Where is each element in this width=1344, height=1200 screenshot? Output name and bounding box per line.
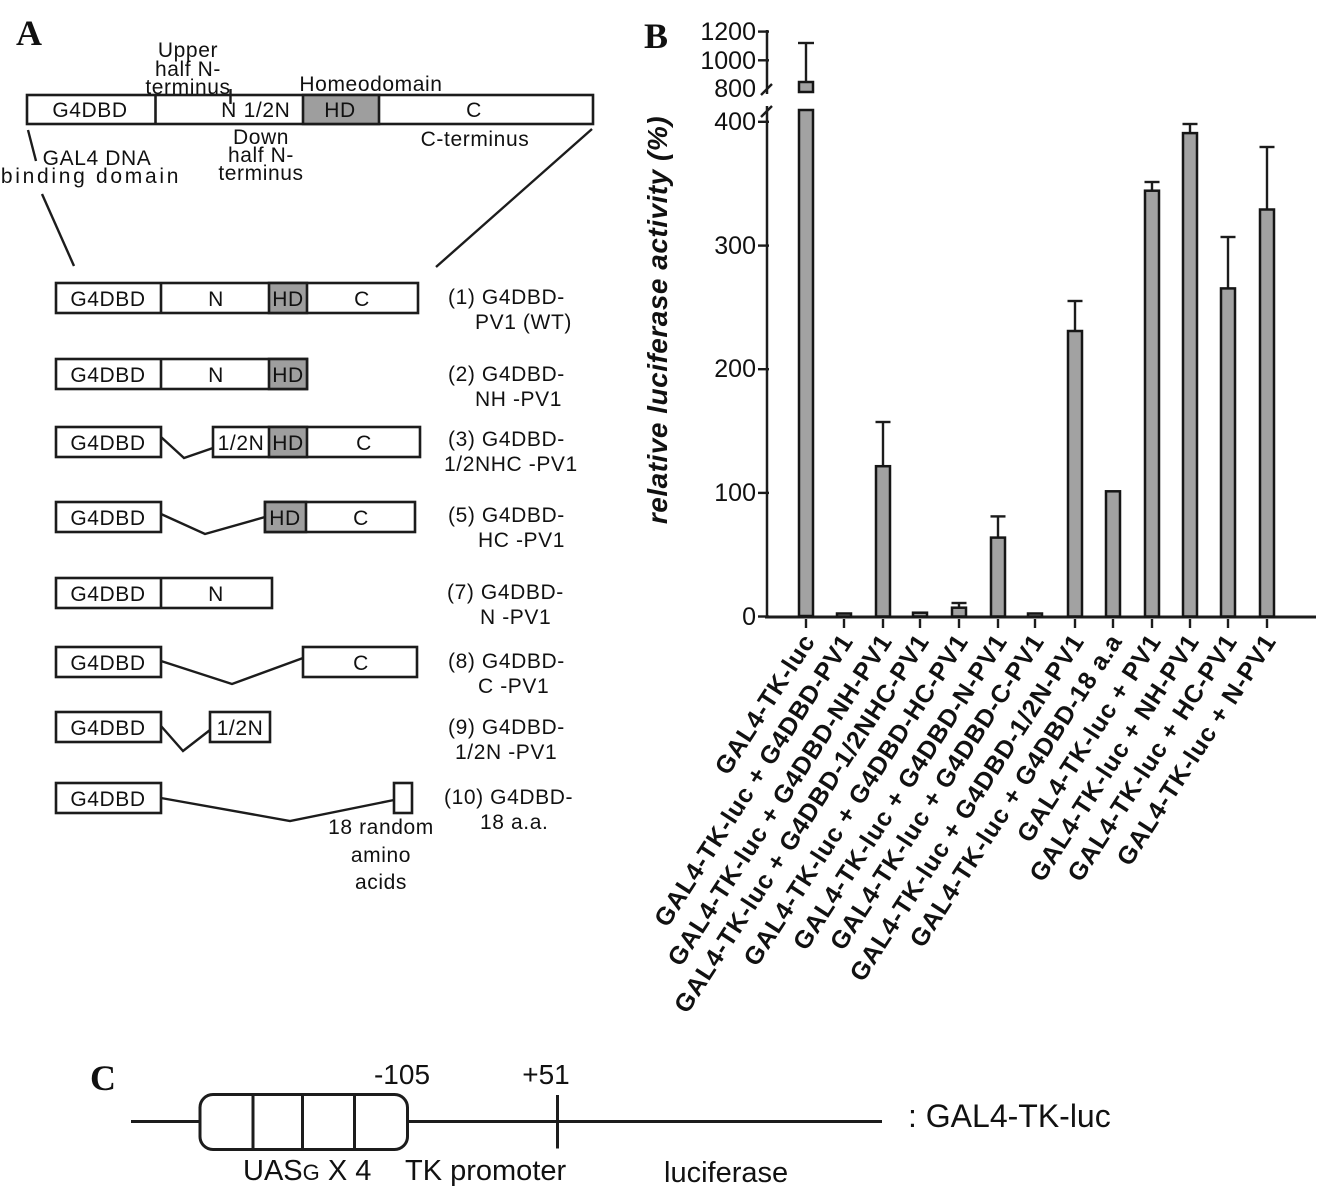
svg-text:-105: -105 <box>374 1059 430 1090</box>
svg-text:binding domain: binding domain <box>1 165 181 188</box>
svg-text:G4DBD: G4DBD <box>70 364 145 387</box>
svg-text:G4DBD: G4DBD <box>70 432 145 455</box>
svg-text:18 a.a.: 18 a.a. <box>480 811 548 834</box>
svg-text:G4DBD: G4DBD <box>70 652 145 675</box>
svg-text:C: C <box>466 99 482 122</box>
svg-text:G4DBD: G4DBD <box>70 507 145 530</box>
svg-text:(5) G4DBD-: (5) G4DBD- <box>448 504 565 527</box>
svg-text:800: 800 <box>714 75 756 103</box>
svg-text:G4DBD: G4DBD <box>70 717 145 740</box>
svg-text:NH -PV1: NH -PV1 <box>475 388 562 411</box>
svg-text:(10) G4DBD-: (10) G4DBD- <box>444 786 573 809</box>
svg-text:G4DBD: G4DBD <box>52 99 127 122</box>
svg-text:200: 200 <box>714 355 756 383</box>
svg-text:luciferase: luciferase <box>664 1157 788 1189</box>
svg-text:acids: acids <box>355 871 407 894</box>
svg-text:HD: HD <box>269 507 301 530</box>
svg-text:(1) G4DBD-: (1) G4DBD- <box>448 286 565 309</box>
svg-text:1/2N: 1/2N <box>217 717 264 740</box>
svg-text:PV1 (WT): PV1 (WT) <box>475 311 572 334</box>
svg-text:1000: 1000 <box>700 47 756 75</box>
svg-text:amino: amino <box>351 844 411 867</box>
svg-text:HC -PV1: HC -PV1 <box>478 529 565 552</box>
svg-text:+51: +51 <box>522 1059 570 1090</box>
svg-text:C: C <box>90 1058 116 1098</box>
svg-text:(8) G4DBD-: (8) G4DBD- <box>448 650 565 673</box>
svg-text:18 random: 18 random <box>328 816 434 839</box>
svg-text:relative luciferase activity (: relative luciferase activity (%) <box>642 116 673 524</box>
svg-text:N: N <box>221 99 237 122</box>
svg-text:half N-: half N- <box>155 58 221 81</box>
svg-text:C: C <box>353 652 369 675</box>
svg-text:100: 100 <box>714 479 756 507</box>
svg-text:1200: 1200 <box>700 18 756 46</box>
svg-text:Homeodomain: Homeodomain <box>299 73 442 96</box>
svg-text:G4DBD: G4DBD <box>70 583 145 606</box>
svg-text:1/2N: 1/2N <box>218 432 265 455</box>
svg-text:(7) G4DBD-: (7) G4DBD- <box>447 581 564 604</box>
svg-text:400: 400 <box>714 108 756 136</box>
svg-text:(9) G4DBD-: (9) G4DBD- <box>448 716 565 739</box>
svg-text:terminus: terminus <box>218 162 303 185</box>
svg-text:300: 300 <box>714 232 756 260</box>
svg-text:GAL4 DNA: GAL4 DNA <box>43 147 152 170</box>
svg-text:HD: HD <box>324 99 356 122</box>
svg-text:0: 0 <box>742 603 756 631</box>
svg-text:G4DBD: G4DBD <box>70 788 145 811</box>
svg-text:C: C <box>353 507 369 530</box>
svg-text:Down: Down <box>233 126 289 149</box>
svg-text:HD: HD <box>272 364 304 387</box>
svg-text:C-terminus: C-terminus <box>421 128 530 151</box>
svg-text:: GAL4-TK-luc: : GAL4-TK-luc <box>908 1098 1111 1134</box>
svg-text:half N-: half N- <box>228 144 294 167</box>
svg-text:1/2NHC -PV1: 1/2NHC -PV1 <box>444 453 578 476</box>
svg-text:1/2N -PV1: 1/2N -PV1 <box>455 741 557 764</box>
svg-text:HD: HD <box>272 432 304 455</box>
svg-text:TK promoter: TK promoter <box>405 1155 566 1187</box>
svg-text:(3) G4DBD-: (3) G4DBD- <box>448 428 565 451</box>
svg-text:B: B <box>644 16 668 56</box>
svg-text:Upper: Upper <box>158 39 218 62</box>
svg-text:G4DBD: G4DBD <box>70 288 145 311</box>
svg-text:1/2N: 1/2N <box>244 99 291 122</box>
svg-text:N -PV1: N -PV1 <box>480 606 551 629</box>
svg-text:C: C <box>356 432 372 455</box>
svg-text:(2) G4DBD-: (2) G4DBD- <box>448 363 565 386</box>
svg-text:HD: HD <box>272 288 304 311</box>
svg-text:UASG X 4: UASG X 4 <box>243 1155 371 1187</box>
svg-text:N: N <box>208 364 224 387</box>
svg-text:N: N <box>208 583 224 606</box>
svg-text:A: A <box>16 13 42 53</box>
svg-text:terminus: terminus <box>145 76 230 99</box>
svg-text:C -PV1: C -PV1 <box>478 675 549 698</box>
svg-text:N: N <box>208 288 224 311</box>
svg-text:C: C <box>354 288 370 311</box>
